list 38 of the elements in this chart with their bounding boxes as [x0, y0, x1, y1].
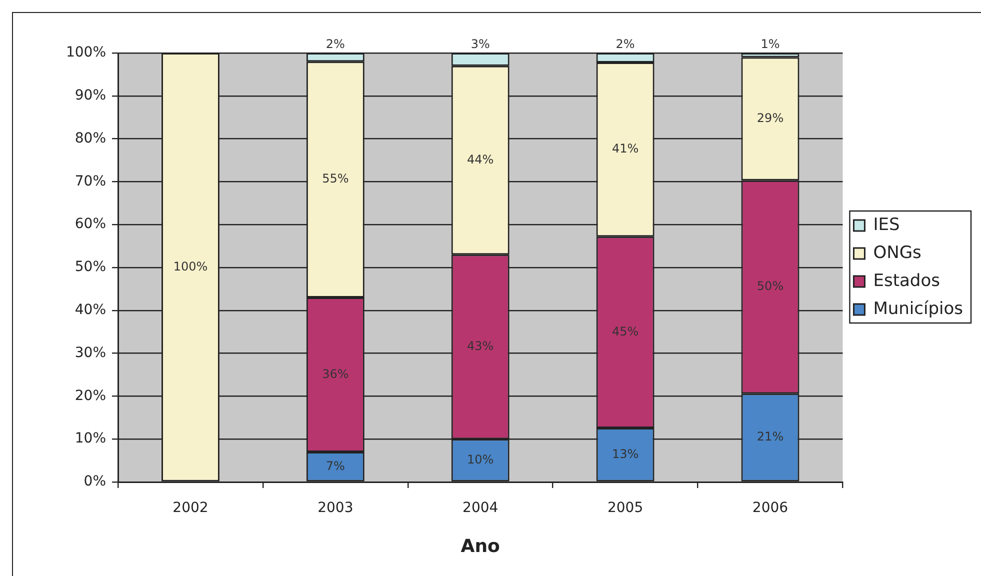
data-label: 29% [756, 110, 784, 125]
x-tick-label: 2005 [607, 500, 644, 516]
y-tick-label: 80% [74, 130, 106, 146]
data-label: 2% [326, 37, 345, 52]
data-label: 3% [470, 37, 490, 52]
data-label: 36% [322, 366, 349, 381]
x-axis-title: Ano [460, 536, 500, 557]
y-tick-label: 60% [74, 216, 106, 232]
x-tick-label: 2003 [318, 500, 354, 516]
y-tick-label: 40% [74, 302, 106, 318]
data-label: 10% [467, 452, 494, 466]
data-label: 55% [322, 172, 349, 186]
y-tick-label: 50% [74, 259, 106, 276]
x-tick-label: 2006 [752, 500, 788, 516]
data-label: 100% [173, 259, 208, 274]
y-tick-label: 70% [74, 173, 106, 190]
legend-label: IES [873, 214, 900, 235]
data-label: 2% [616, 37, 635, 52]
legend-label: ONGs [873, 242, 922, 263]
data-label: 21% [756, 430, 784, 444]
data-label: 7% [326, 458, 345, 473]
data-label: 44% [467, 152, 494, 166]
y-tick-label: 10% [74, 430, 106, 447]
legend-label: Estados [873, 270, 940, 291]
y-tick-label: 90% [74, 88, 106, 104]
y-tick-label: 20% [74, 388, 106, 404]
data-label: 41% [612, 142, 639, 156]
data-label: 45% [612, 324, 639, 338]
data-label: 1% [760, 37, 780, 52]
data-label: 13% [612, 446, 639, 461]
y-tick-label: 100% [66, 44, 106, 61]
data-label: 50% [756, 279, 784, 294]
x-tick-label: 2004 [462, 500, 498, 516]
y-tick-label: 0% [84, 474, 106, 490]
data-label: 43% [467, 338, 494, 353]
y-tick-label: 30% [74, 344, 106, 361]
x-tick-label: 2002 [172, 500, 208, 516]
legend-label: Municípios [873, 298, 964, 319]
